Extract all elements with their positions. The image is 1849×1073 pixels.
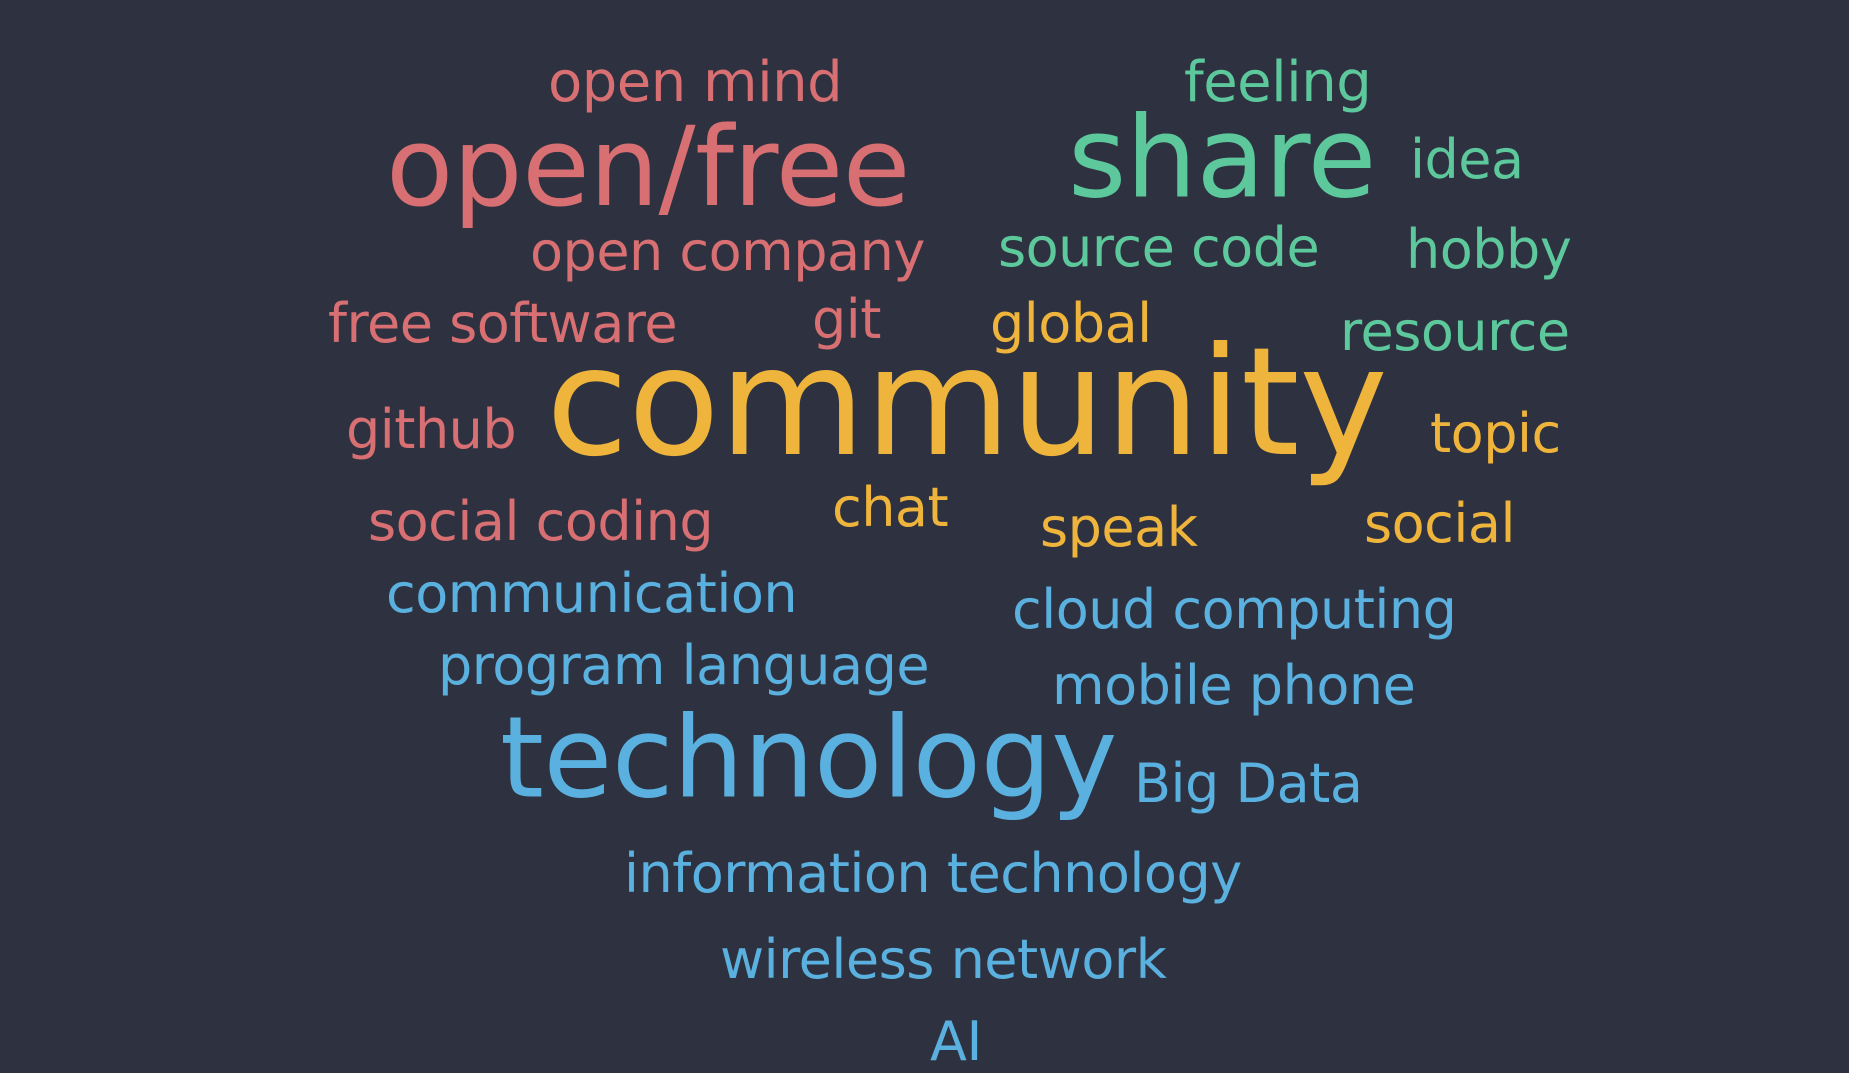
word-speak: speak [1040, 495, 1198, 559]
word-information-technology: information technology [624, 841, 1242, 905]
word-social-coding: social coding [368, 489, 714, 553]
word-share: share [1068, 93, 1376, 224]
word-git: git [812, 287, 881, 351]
word-communication: communication [386, 561, 798, 625]
word-resource: resource [1340, 299, 1570, 363]
word-global: global [990, 291, 1152, 355]
word-open-company: open company [530, 219, 925, 283]
word-chat: chat [832, 475, 949, 539]
word-topic: topic [1430, 401, 1561, 465]
word-idea: idea [1410, 127, 1524, 191]
word-github: github [346, 397, 517, 461]
word-technology: technology [500, 693, 1117, 824]
word-feeling: feeling [1184, 50, 1372, 116]
word-cloud-computing: cloud computing [1012, 577, 1457, 641]
word-source-code: source code [998, 215, 1320, 279]
word-open-free: open/free [386, 103, 910, 231]
word-mobile-phone: mobile phone [1052, 653, 1416, 717]
word-ai: AI [930, 1009, 982, 1073]
word-wireless-network: wireless network [720, 927, 1167, 991]
word-free-software: free software [328, 291, 678, 355]
word-open-mind: open mind [548, 50, 843, 116]
word-social: social [1364, 491, 1515, 555]
word-big-data: Big Data [1134, 751, 1363, 815]
word-program-language: program language [438, 633, 930, 697]
word-hobby: hobby [1406, 217, 1572, 281]
word-community: community [546, 316, 1388, 490]
